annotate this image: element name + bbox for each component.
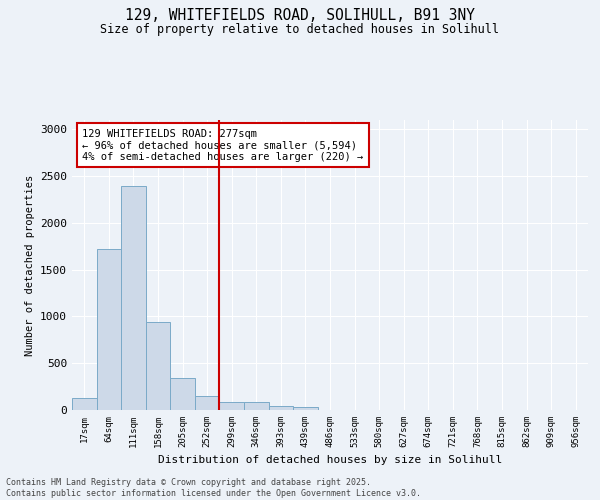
Bar [97, 249, 121, 410]
Y-axis label: Number of detached properties: Number of detached properties [25, 174, 35, 356]
Text: 129, WHITEFIELDS ROAD, SOLIHULL, B91 3NY: 129, WHITEFIELDS ROAD, SOLIHULL, B91 3NY [125, 8, 475, 22]
Bar [244, 402, 269, 410]
Bar [195, 396, 220, 410]
Bar [72, 398, 97, 410]
Text: 129 WHITEFIELDS ROAD: 277sqm
← 96% of detached houses are smaller (5,594)
4% of : 129 WHITEFIELDS ROAD: 277sqm ← 96% of de… [82, 128, 364, 162]
Text: Contains HM Land Registry data © Crown copyright and database right 2025.
Contai: Contains HM Land Registry data © Crown c… [6, 478, 421, 498]
Bar [121, 186, 146, 410]
Text: Size of property relative to detached houses in Solihull: Size of property relative to detached ho… [101, 22, 499, 36]
Bar [269, 406, 293, 410]
Bar [170, 378, 195, 410]
Bar [220, 402, 244, 410]
Bar [146, 322, 170, 410]
Bar [293, 407, 318, 410]
X-axis label: Distribution of detached houses by size in Solihull: Distribution of detached houses by size … [158, 456, 502, 466]
